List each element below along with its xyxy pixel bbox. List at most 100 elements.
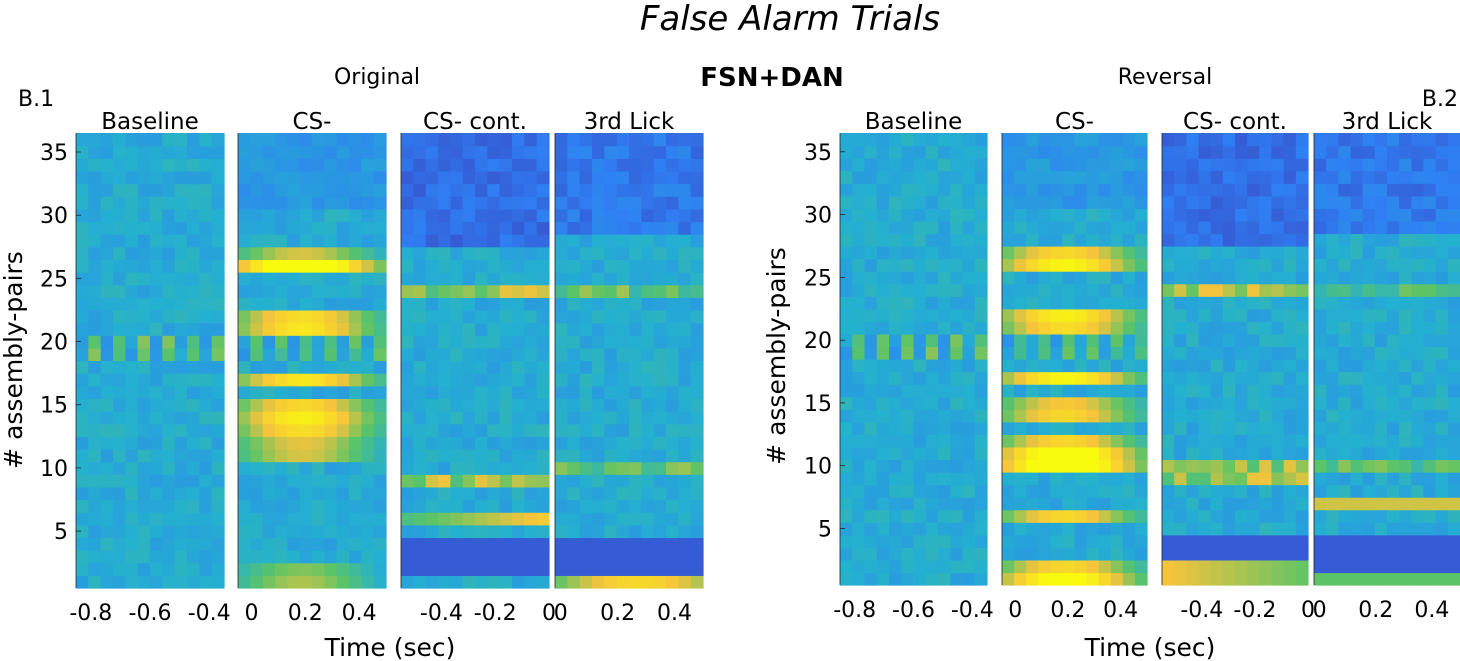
heatmap-cell [1338, 195, 1352, 209]
heatmap-cell [238, 385, 251, 400]
heatmap-cell [962, 170, 976, 184]
heatmap-cell [1162, 522, 1175, 536]
heatmap-cell [1122, 409, 1136, 423]
heatmap-cell [1074, 572, 1088, 586]
heatmap-cell [1098, 421, 1112, 435]
y-tick-label: 35 [40, 141, 68, 166]
heatmap-cell [1002, 133, 1015, 147]
heatmap-cell [1162, 195, 1175, 209]
heatmap-cell [592, 448, 605, 463]
heatmap-cell [187, 373, 200, 387]
heatmap-cell [1026, 371, 1039, 385]
heatmap-cell [262, 284, 276, 298]
heatmap-cell [1399, 258, 1412, 272]
heatmap-cell [962, 321, 976, 335]
heatmap-cell [876, 497, 890, 511]
heatmap-cell [100, 335, 114, 349]
heatmap-cell [125, 170, 139, 185]
heatmap-cell [1295, 158, 1309, 172]
heatmap-cell [1295, 170, 1309, 184]
heatmap-cell [913, 522, 927, 536]
heatmap-cell [629, 474, 642, 488]
heatmap-cell [150, 284, 163, 298]
heatmap-cell [1259, 434, 1273, 448]
heatmap-cell [524, 347, 538, 362]
heatmap-cell [425, 550, 439, 564]
heatmap-cell [641, 524, 655, 539]
heatmap-cell [324, 385, 338, 400]
heatmap-cell [349, 436, 362, 450]
heatmap-cell [1435, 559, 1449, 574]
heatmap-cell [199, 309, 213, 324]
heatmap-cell [616, 322, 630, 336]
heatmap-cell [336, 550, 350, 564]
heatmap-cell [1235, 559, 1248, 574]
heatmap-cell [1374, 559, 1388, 574]
heatmap-cell [876, 183, 890, 197]
heatmap-cell [162, 221, 176, 235]
heatmap-cell [512, 158, 525, 172]
heatmap-cell [592, 234, 605, 248]
heatmap-cell [413, 373, 427, 387]
heatmap-cell [475, 385, 488, 400]
heatmap-cell [1374, 371, 1388, 385]
heatmap-cell [211, 259, 225, 273]
heatmap-cell [840, 547, 853, 561]
heatmap-cell [174, 145, 188, 159]
heatmap-cell [1247, 459, 1260, 473]
heatmap-cell [629, 524, 642, 539]
heatmap-cell [125, 423, 139, 437]
heatmap-cell [438, 436, 451, 450]
heatmap-cell [852, 509, 866, 523]
heatmap-cell [174, 373, 188, 387]
heatmap-cell [1314, 396, 1327, 410]
heatmap-cell [1122, 572, 1136, 586]
heatmap-cell [1271, 271, 1285, 285]
heatmap-cell [1050, 208, 1064, 222]
heatmap-cell [1399, 409, 1412, 423]
heatmap-cell [678, 272, 692, 286]
heatmap-cell [1435, 459, 1449, 473]
heatmap-cell [336, 562, 350, 576]
heatmap-cell [889, 559, 902, 574]
heatmap-cell [287, 297, 301, 311]
heatmap-cell [1295, 195, 1309, 209]
heatmap-cell [1074, 296, 1088, 310]
heatmap-cell [1050, 559, 1064, 574]
heatmap-cell [299, 347, 313, 362]
heatmap-cell [1210, 359, 1224, 373]
heatmap-cell [579, 221, 593, 235]
heatmap-cell [1435, 195, 1449, 209]
heatmap-cell [641, 158, 655, 172]
heatmap-cell [1162, 459, 1175, 473]
heatmap-cell [1399, 522, 1412, 536]
heatmap-cell [275, 423, 288, 437]
heatmap-cell [211, 170, 225, 185]
heatmap-cell [1162, 220, 1175, 235]
heatmap-cell [974, 220, 988, 235]
heatmap-cell [1411, 434, 1425, 448]
heatmap-cell [666, 196, 679, 210]
heatmap-cell [962, 296, 976, 310]
heatmap-cell [1002, 434, 1015, 448]
heatmap-cell [413, 512, 427, 526]
heatmap-cell [1314, 522, 1327, 536]
heatmap-cell [1326, 572, 1339, 586]
heatmap-cell [962, 572, 976, 586]
heatmap-cell [592, 385, 605, 400]
heatmap-cell [425, 385, 439, 400]
heatmap-cell [76, 246, 89, 260]
heatmap-cell [250, 537, 264, 551]
heatmap-cell [88, 234, 102, 248]
heatmap-cell [1174, 559, 1187, 574]
heatmap-cell [238, 562, 251, 576]
heatmap-cell [1186, 459, 1200, 473]
heatmap-cell [1399, 233, 1412, 247]
heatmap-cell [840, 246, 853, 260]
heatmap-cell [275, 234, 288, 248]
heatmap-cell [438, 309, 451, 324]
heatmap-cell [616, 423, 630, 437]
heatmap-cell [567, 461, 581, 475]
heatmap-cell [536, 158, 550, 172]
heatmap-cell [299, 550, 313, 564]
